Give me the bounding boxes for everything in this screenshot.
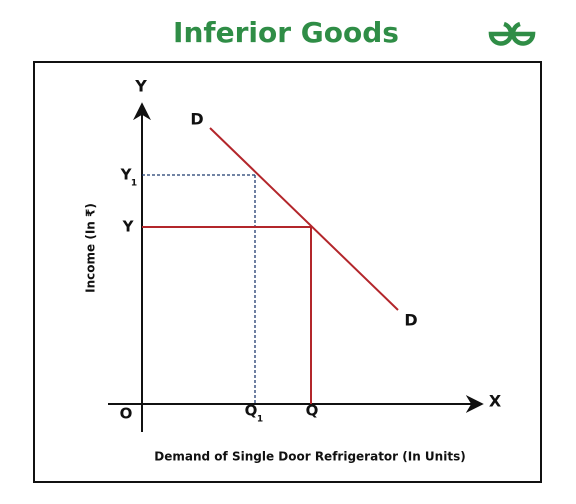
curve-label: D <box>190 110 203 129</box>
frame <box>33 61 542 483</box>
y1-label: Y <box>120 166 133 184</box>
title: Inferior Goods <box>173 16 399 49</box>
x-axis-title: Demand of Single Door Refrigerator (In U… <box>154 450 465 464</box>
logo <box>488 21 536 46</box>
q-label: Q <box>306 402 319 420</box>
q1-subscript: 1 <box>257 415 263 425</box>
y-axis-letter: Y <box>134 77 147 96</box>
y-label: Y <box>122 218 135 236</box>
y1-subscript: 1 <box>131 179 137 189</box>
y-axis-title: Income (In ₹) <box>84 203 98 293</box>
x-axis-letter: X <box>489 392 502 411</box>
curve-label: D <box>404 311 417 330</box>
q1-label: Q <box>245 402 258 420</box>
demand-curve <box>209 127 399 311</box>
origin-label: O <box>120 405 133 423</box>
